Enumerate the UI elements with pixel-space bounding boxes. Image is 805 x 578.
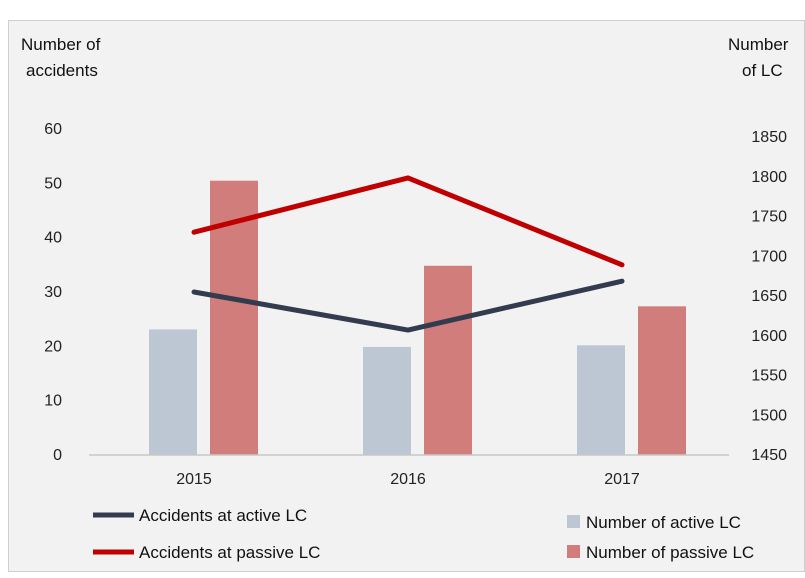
legend-label-accidents-active: Accidents at active LC (139, 506, 307, 525)
chart-frame: Number of accidents Number of LC 0 10 20 30… (8, 20, 805, 572)
right-tick-label: 1500 (751, 407, 787, 424)
left-axis-title-line-1: Number of (21, 35, 101, 54)
line-accidents-at-active-lc (191, 278, 625, 333)
legend-label-accidents-passive: Accidents at passive LC (139, 543, 320, 562)
legend-label-passive-lc: Number of passive LC (586, 543, 754, 562)
left-tick-label: 20 (44, 338, 62, 355)
left-tick-label: 50 (44, 175, 62, 192)
left-tick-label: 30 (44, 284, 62, 301)
legend-swatch-passive-lc (567, 545, 580, 558)
right-axis-ticks: 1450 1500 1550 1600 1650 1700 1750 1800 1850 (751, 129, 787, 464)
right-tick-label: 1600 (751, 328, 787, 345)
legend-swatch-active-lc (567, 515, 580, 528)
line-series (191, 175, 625, 333)
legend-label-active-lc: Number of active LC (586, 513, 741, 532)
category-label: 2017 (604, 471, 640, 488)
bar-number-of-passive-lc-2017 (638, 306, 686, 455)
left-axis-title-line-2: accidents (26, 61, 98, 80)
left-tick-label: 60 (44, 121, 62, 138)
right-tick-label: 1650 (751, 288, 787, 305)
category-label: 2016 (390, 471, 426, 488)
right-tick-label: 1700 (751, 248, 787, 265)
right-tick-label: 1800 (751, 169, 787, 186)
right-axis-title-line-1: Number (728, 35, 789, 54)
right-tick-label: 1450 (751, 447, 787, 464)
line-accidents-at-passive-lc (191, 175, 625, 268)
left-axis-ticks: 0 10 20 30 40 50 60 (44, 121, 62, 464)
bar-number-of-active-lc-2015 (149, 329, 197, 455)
bar-series (149, 180, 686, 455)
combo-chart: Number of accidents Number of LC 0 10 20 30… (21, 35, 789, 562)
bar-number-of-active-lc-2017 (577, 345, 625, 455)
bar-number-of-active-lc-2016 (363, 346, 411, 455)
left-tick-label: 10 (44, 393, 62, 410)
category-label: 2015 (176, 471, 212, 488)
left-tick-label: 0 (53, 447, 62, 464)
bar-number-of-passive-lc-2016 (424, 265, 472, 455)
right-tick-label: 1750 (751, 209, 787, 226)
right-tick-label: 1550 (751, 368, 787, 385)
legend: Accidents at active LC Accidents at pass… (93, 506, 754, 562)
right-tick-label: 1850 (751, 129, 787, 146)
category-labels: 2015 2016 2017 (176, 471, 640, 488)
right-axis-title-line-2: of LC (742, 61, 783, 80)
left-tick-label: 40 (44, 230, 62, 247)
